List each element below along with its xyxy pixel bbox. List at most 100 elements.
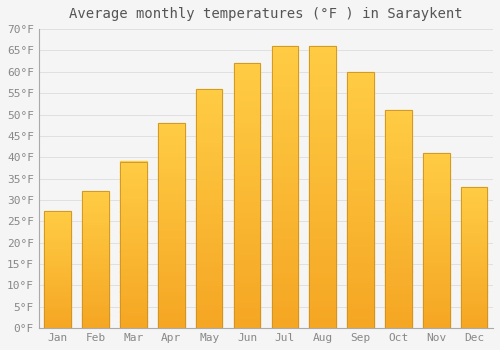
Bar bbox=[423, 219, 450, 223]
Bar bbox=[196, 285, 222, 290]
Bar bbox=[272, 232, 298, 238]
Bar bbox=[310, 322, 336, 328]
Bar bbox=[82, 216, 109, 219]
Bar bbox=[158, 217, 184, 222]
Bar bbox=[196, 108, 222, 113]
Bar bbox=[44, 309, 71, 312]
Bar bbox=[44, 251, 71, 253]
Bar bbox=[310, 204, 336, 210]
Bar bbox=[234, 254, 260, 259]
Bar bbox=[234, 63, 260, 328]
Bar bbox=[82, 208, 109, 211]
Bar bbox=[44, 215, 71, 218]
Bar bbox=[461, 215, 487, 218]
Bar bbox=[158, 222, 184, 226]
Bar bbox=[44, 258, 71, 260]
Bar bbox=[423, 237, 450, 240]
Bar bbox=[272, 69, 298, 74]
Bar bbox=[348, 205, 374, 210]
Bar bbox=[44, 239, 71, 241]
Bar bbox=[423, 181, 450, 184]
Bar bbox=[44, 220, 71, 223]
Bar bbox=[158, 324, 184, 328]
Bar bbox=[385, 298, 411, 302]
Bar bbox=[461, 221, 487, 224]
Bar bbox=[196, 261, 222, 266]
Bar bbox=[44, 319, 71, 321]
Bar bbox=[461, 210, 487, 212]
Bar bbox=[196, 132, 222, 137]
Bar bbox=[461, 207, 487, 210]
Bar bbox=[461, 224, 487, 227]
Bar bbox=[385, 110, 411, 328]
Bar bbox=[348, 133, 374, 139]
Bar bbox=[234, 233, 260, 238]
Bar bbox=[120, 178, 146, 182]
Bar bbox=[158, 320, 184, 324]
Bar bbox=[423, 167, 450, 170]
Bar bbox=[234, 169, 260, 175]
Bar bbox=[423, 254, 450, 258]
Bar bbox=[234, 280, 260, 286]
Bar bbox=[44, 213, 71, 215]
Bar bbox=[272, 322, 298, 328]
Bar bbox=[196, 170, 222, 175]
Bar bbox=[120, 231, 146, 235]
Bar bbox=[310, 91, 336, 97]
Bar bbox=[234, 196, 260, 201]
Bar bbox=[461, 320, 487, 323]
Bar bbox=[158, 316, 184, 320]
Bar bbox=[423, 289, 450, 293]
Bar bbox=[196, 103, 222, 108]
Bar bbox=[272, 187, 298, 193]
Bar bbox=[82, 197, 109, 199]
Bar bbox=[82, 211, 109, 214]
Bar bbox=[44, 222, 71, 225]
Bar bbox=[44, 272, 71, 274]
Bar bbox=[461, 190, 487, 193]
Bar bbox=[272, 289, 298, 294]
Bar bbox=[120, 252, 146, 255]
Bar bbox=[234, 164, 260, 169]
Bar bbox=[44, 230, 71, 232]
Bar bbox=[423, 325, 450, 328]
Bar bbox=[423, 212, 450, 216]
Bar bbox=[44, 274, 71, 276]
Bar bbox=[385, 141, 411, 145]
Bar bbox=[385, 193, 411, 197]
Bar bbox=[196, 89, 222, 94]
Bar bbox=[385, 189, 411, 193]
Bar bbox=[461, 241, 487, 244]
Bar bbox=[158, 201, 184, 205]
Bar bbox=[348, 154, 374, 159]
Bar bbox=[272, 238, 298, 244]
Bar bbox=[120, 162, 146, 328]
Bar bbox=[423, 279, 450, 283]
Bar bbox=[272, 306, 298, 311]
Bar bbox=[423, 233, 450, 237]
Bar bbox=[120, 301, 146, 305]
Bar bbox=[82, 213, 109, 216]
Bar bbox=[423, 226, 450, 230]
Bar bbox=[196, 213, 222, 218]
Bar bbox=[196, 113, 222, 118]
Bar bbox=[272, 52, 298, 57]
Bar bbox=[310, 136, 336, 142]
Bar bbox=[234, 100, 260, 106]
Bar bbox=[385, 254, 411, 258]
Bar bbox=[158, 176, 184, 181]
Bar bbox=[158, 258, 184, 262]
Bar bbox=[234, 238, 260, 243]
Bar bbox=[423, 265, 450, 268]
Bar bbox=[196, 309, 222, 314]
Bar bbox=[385, 154, 411, 158]
Bar bbox=[120, 208, 146, 211]
Bar bbox=[461, 280, 487, 283]
Bar bbox=[272, 300, 298, 306]
Bar bbox=[310, 46, 336, 52]
Bar bbox=[461, 218, 487, 221]
Bar bbox=[196, 156, 222, 161]
Bar bbox=[158, 181, 184, 184]
Bar bbox=[461, 187, 487, 190]
Bar bbox=[423, 296, 450, 300]
